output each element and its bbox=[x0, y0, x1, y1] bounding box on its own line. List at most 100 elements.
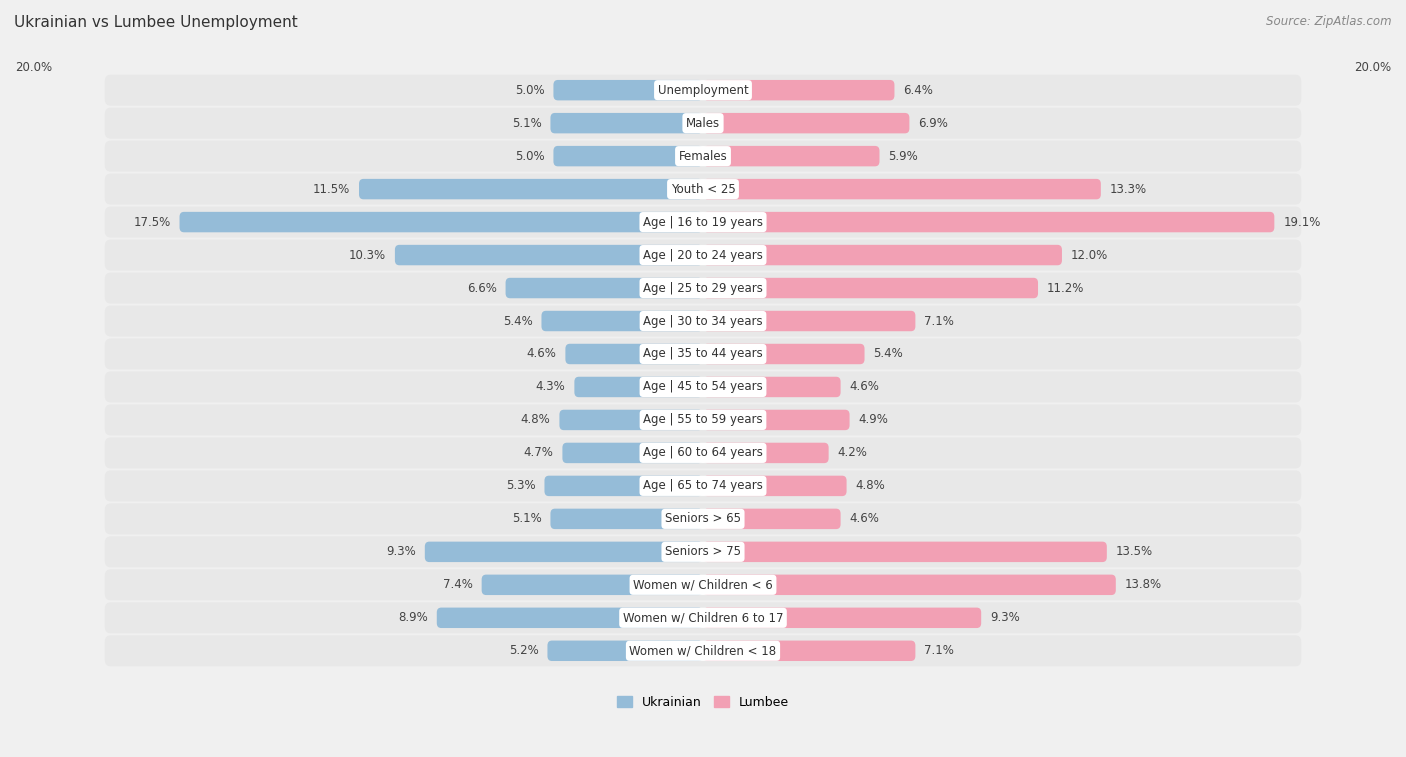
FancyBboxPatch shape bbox=[703, 80, 894, 101]
FancyBboxPatch shape bbox=[703, 146, 880, 167]
Text: Source: ZipAtlas.com: Source: ZipAtlas.com bbox=[1267, 15, 1392, 28]
Text: Women w/ Children < 6: Women w/ Children < 6 bbox=[633, 578, 773, 591]
Text: 5.1%: 5.1% bbox=[512, 117, 541, 129]
Text: 11.5%: 11.5% bbox=[312, 182, 350, 195]
Text: Age | 65 to 74 years: Age | 65 to 74 years bbox=[643, 479, 763, 492]
Text: Females: Females bbox=[679, 150, 727, 163]
Text: Age | 45 to 54 years: Age | 45 to 54 years bbox=[643, 381, 763, 394]
FancyBboxPatch shape bbox=[104, 107, 1302, 139]
FancyBboxPatch shape bbox=[104, 273, 1302, 304]
FancyBboxPatch shape bbox=[703, 608, 981, 628]
Text: 9.3%: 9.3% bbox=[990, 612, 1019, 625]
Text: Age | 25 to 29 years: Age | 25 to 29 years bbox=[643, 282, 763, 294]
FancyBboxPatch shape bbox=[104, 537, 1302, 567]
Text: 5.0%: 5.0% bbox=[515, 84, 544, 97]
FancyBboxPatch shape bbox=[506, 278, 703, 298]
Text: Ukrainian vs Lumbee Unemployment: Ukrainian vs Lumbee Unemployment bbox=[14, 15, 298, 30]
Text: 5.1%: 5.1% bbox=[512, 512, 541, 525]
Text: Age | 30 to 34 years: Age | 30 to 34 years bbox=[643, 314, 763, 328]
Text: Women w/ Children < 18: Women w/ Children < 18 bbox=[630, 644, 776, 657]
FancyBboxPatch shape bbox=[554, 80, 703, 101]
Text: 19.1%: 19.1% bbox=[1284, 216, 1320, 229]
FancyBboxPatch shape bbox=[703, 575, 1116, 595]
Text: 7.1%: 7.1% bbox=[924, 314, 955, 328]
FancyBboxPatch shape bbox=[437, 608, 703, 628]
FancyBboxPatch shape bbox=[104, 173, 1302, 204]
FancyBboxPatch shape bbox=[550, 509, 703, 529]
FancyBboxPatch shape bbox=[703, 410, 849, 430]
FancyBboxPatch shape bbox=[104, 372, 1302, 403]
Text: Age | 35 to 44 years: Age | 35 to 44 years bbox=[643, 347, 763, 360]
FancyBboxPatch shape bbox=[104, 306, 1302, 337]
Text: 8.9%: 8.9% bbox=[398, 612, 427, 625]
FancyBboxPatch shape bbox=[703, 509, 841, 529]
Text: Age | 20 to 24 years: Age | 20 to 24 years bbox=[643, 248, 763, 262]
Text: 4.6%: 4.6% bbox=[849, 512, 879, 525]
Text: 4.6%: 4.6% bbox=[527, 347, 557, 360]
FancyBboxPatch shape bbox=[180, 212, 703, 232]
Text: Seniors > 75: Seniors > 75 bbox=[665, 545, 741, 559]
FancyBboxPatch shape bbox=[395, 245, 703, 265]
FancyBboxPatch shape bbox=[703, 278, 1038, 298]
Text: 6.9%: 6.9% bbox=[918, 117, 948, 129]
Text: 4.8%: 4.8% bbox=[520, 413, 550, 426]
Text: Youth < 25: Youth < 25 bbox=[671, 182, 735, 195]
FancyBboxPatch shape bbox=[104, 635, 1302, 666]
Text: 13.3%: 13.3% bbox=[1109, 182, 1147, 195]
FancyBboxPatch shape bbox=[703, 113, 910, 133]
Text: Age | 16 to 19 years: Age | 16 to 19 years bbox=[643, 216, 763, 229]
Text: 10.3%: 10.3% bbox=[349, 248, 385, 262]
Text: 5.4%: 5.4% bbox=[873, 347, 903, 360]
Text: 9.3%: 9.3% bbox=[387, 545, 416, 559]
Text: 6.4%: 6.4% bbox=[904, 84, 934, 97]
FancyBboxPatch shape bbox=[703, 640, 915, 661]
FancyBboxPatch shape bbox=[703, 311, 915, 332]
FancyBboxPatch shape bbox=[560, 410, 703, 430]
Text: 20.0%: 20.0% bbox=[15, 61, 52, 73]
FancyBboxPatch shape bbox=[703, 377, 841, 397]
Text: Unemployment: Unemployment bbox=[658, 84, 748, 97]
FancyBboxPatch shape bbox=[104, 470, 1302, 501]
FancyBboxPatch shape bbox=[104, 569, 1302, 600]
FancyBboxPatch shape bbox=[703, 541, 1107, 562]
FancyBboxPatch shape bbox=[104, 75, 1302, 106]
FancyBboxPatch shape bbox=[703, 179, 1101, 199]
Text: 4.3%: 4.3% bbox=[536, 381, 565, 394]
Text: 5.0%: 5.0% bbox=[515, 150, 544, 163]
FancyBboxPatch shape bbox=[554, 146, 703, 167]
FancyBboxPatch shape bbox=[703, 443, 828, 463]
Text: 5.2%: 5.2% bbox=[509, 644, 538, 657]
FancyBboxPatch shape bbox=[703, 475, 846, 496]
FancyBboxPatch shape bbox=[104, 438, 1302, 469]
Text: Women w/ Children 6 to 17: Women w/ Children 6 to 17 bbox=[623, 612, 783, 625]
FancyBboxPatch shape bbox=[703, 212, 1274, 232]
FancyBboxPatch shape bbox=[547, 640, 703, 661]
Text: 4.8%: 4.8% bbox=[856, 479, 886, 492]
Legend: Ukrainian, Lumbee: Ukrainian, Lumbee bbox=[612, 691, 794, 714]
Text: 13.5%: 13.5% bbox=[1116, 545, 1153, 559]
Text: 7.1%: 7.1% bbox=[924, 644, 955, 657]
Text: 4.6%: 4.6% bbox=[849, 381, 879, 394]
Text: 5.9%: 5.9% bbox=[889, 150, 918, 163]
FancyBboxPatch shape bbox=[104, 207, 1302, 238]
FancyBboxPatch shape bbox=[425, 541, 703, 562]
Text: 13.8%: 13.8% bbox=[1125, 578, 1161, 591]
Text: 12.0%: 12.0% bbox=[1071, 248, 1108, 262]
FancyBboxPatch shape bbox=[541, 311, 703, 332]
FancyBboxPatch shape bbox=[104, 603, 1302, 634]
FancyBboxPatch shape bbox=[482, 575, 703, 595]
Text: 6.6%: 6.6% bbox=[467, 282, 496, 294]
Text: 4.7%: 4.7% bbox=[523, 447, 554, 459]
FancyBboxPatch shape bbox=[544, 475, 703, 496]
Text: 4.2%: 4.2% bbox=[838, 447, 868, 459]
Text: 17.5%: 17.5% bbox=[134, 216, 170, 229]
Text: Age | 60 to 64 years: Age | 60 to 64 years bbox=[643, 447, 763, 459]
FancyBboxPatch shape bbox=[575, 377, 703, 397]
FancyBboxPatch shape bbox=[104, 338, 1302, 369]
Text: 20.0%: 20.0% bbox=[1354, 61, 1391, 73]
FancyBboxPatch shape bbox=[703, 245, 1062, 265]
Text: 4.9%: 4.9% bbox=[859, 413, 889, 426]
FancyBboxPatch shape bbox=[562, 443, 703, 463]
FancyBboxPatch shape bbox=[104, 141, 1302, 172]
FancyBboxPatch shape bbox=[104, 239, 1302, 270]
